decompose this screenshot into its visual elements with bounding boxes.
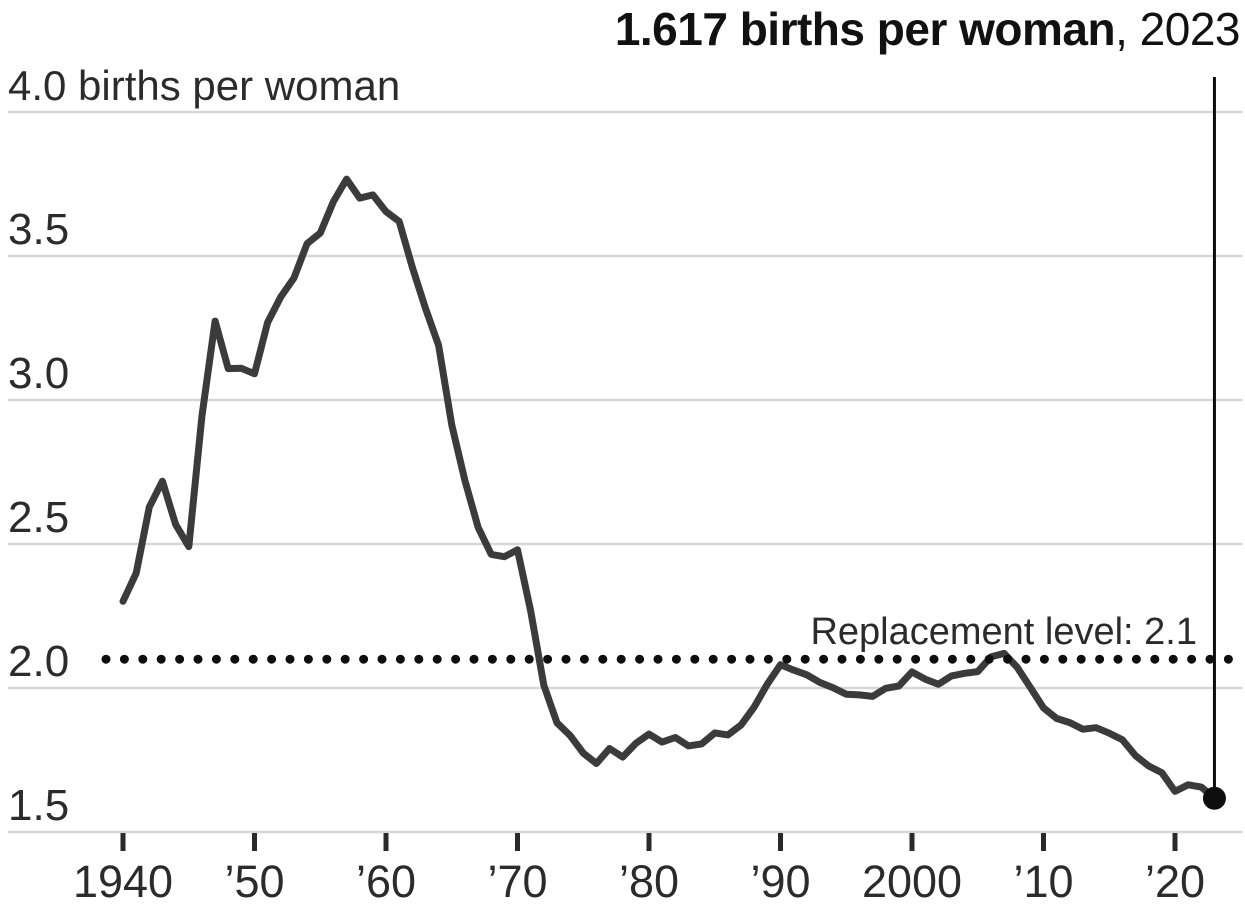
chart-title-value: 1.617 births per woman: [614, 3, 1116, 55]
x-axis-label-1990: ’90: [750, 856, 810, 906]
chart-title-year: , 2023: [1115, 3, 1240, 55]
fertility-rate-line: [119, 175, 1218, 802]
x-axis-label-2020: ’20: [1145, 856, 1205, 906]
replacement-level-label: Replacement level: 2.1: [810, 611, 1197, 653]
y-axis-label-2.5: 2.5: [8, 493, 69, 542]
chart-title: 1.617 births per woman, 2023: [0, 2, 1241, 56]
y-axis-label-3.5: 3.5: [8, 205, 69, 254]
y-axis-label-2: 2.0: [8, 637, 69, 686]
x-axis-label-1940: 1940: [73, 856, 173, 906]
x-axis-label-1980: ’80: [619, 856, 679, 906]
x-axis-label-2010: ’10: [1013, 856, 1073, 906]
endpoint-dot: [1202, 786, 1226, 810]
x-axis-label-1960: ’60: [356, 856, 416, 906]
x-axis-label-1970: ’70: [487, 856, 547, 906]
x-axis-label-2000: 2000: [862, 856, 962, 906]
y-axis-label-4: 4.0 births per woman: [8, 62, 400, 109]
y-axis-label-1.5: 1.5: [8, 781, 69, 830]
x-axis-label-1950: ’50: [224, 856, 284, 906]
y-axis-label-3: 3.0: [8, 349, 69, 398]
